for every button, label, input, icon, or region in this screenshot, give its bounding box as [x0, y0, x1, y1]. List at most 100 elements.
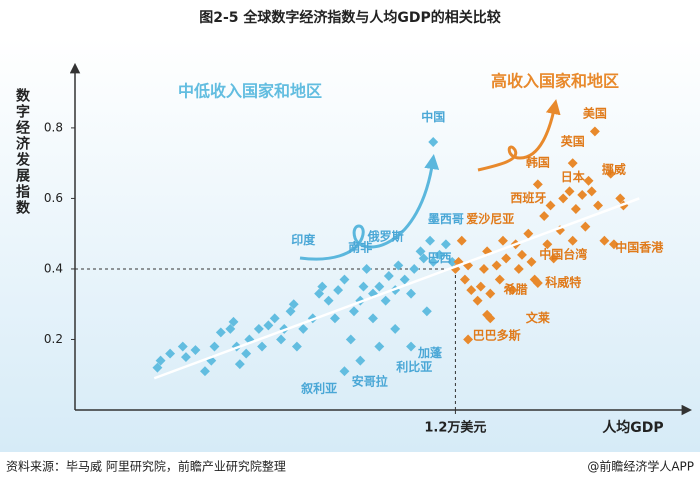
data-point	[482, 309, 493, 320]
point-label: 文莱	[526, 310, 550, 325]
data-point	[498, 235, 508, 246]
data-point	[567, 235, 578, 246]
x-tick-label: 1.2万美元	[424, 420, 486, 436]
data-point	[333, 285, 344, 296]
data-point	[228, 316, 239, 327]
data-point	[263, 320, 274, 331]
point-label: 利比亚	[396, 359, 432, 374]
data-point	[605, 168, 616, 179]
data-point	[526, 256, 537, 267]
data-point	[491, 260, 502, 271]
data-point	[523, 228, 534, 239]
data-point	[200, 366, 210, 377]
data-point	[456, 235, 467, 246]
data-point	[291, 341, 302, 352]
data-point	[406, 341, 416, 352]
data-point	[463, 334, 474, 345]
point-label: 安哥拉	[352, 373, 388, 388]
data-point	[234, 359, 245, 370]
data-point	[276, 334, 287, 345]
point-label: 科威特	[545, 275, 581, 290]
data-point	[440, 239, 451, 250]
data-point	[434, 249, 445, 260]
data-point	[517, 249, 527, 260]
data-point	[447, 256, 458, 267]
data-point	[181, 352, 191, 363]
data-point	[152, 362, 163, 373]
data-point	[415, 246, 426, 257]
point-label: 希腊	[503, 282, 528, 297]
data-point	[485, 288, 496, 299]
data-point	[323, 295, 334, 306]
x-axis-label: 人均GDP	[602, 419, 663, 436]
data-point	[532, 278, 543, 289]
data-point	[339, 274, 350, 285]
credit: @前瞻经济学人APP	[587, 459, 694, 474]
group-label: 中低收入国家和地区	[178, 82, 322, 101]
data-point	[339, 366, 350, 377]
data-point	[580, 221, 591, 232]
data-point	[390, 323, 401, 334]
point-label: 南非	[348, 239, 372, 254]
point-label: 日本	[561, 169, 585, 184]
data-point	[599, 235, 610, 246]
data-point	[345, 334, 356, 345]
data-point	[298, 323, 309, 334]
point-label: 爱沙尼亚	[466, 211, 514, 226]
data-point	[478, 263, 489, 274]
group-label: 高收入国家和地区	[491, 72, 619, 91]
data-point	[532, 179, 543, 190]
data-point	[428, 256, 439, 267]
point-label: 英国	[561, 134, 585, 149]
data-point	[577, 189, 588, 200]
data-point	[564, 186, 575, 197]
data-point	[155, 355, 166, 366]
data-point	[608, 239, 619, 250]
chart-title: 图2-5 全球数字经济指数与人均GDP的相关比较	[199, 9, 501, 26]
data-point	[425, 235, 436, 246]
point-label: 巴西	[428, 251, 452, 265]
data-point	[615, 193, 626, 204]
point-label: 墨西哥	[428, 212, 464, 226]
data-point	[558, 193, 569, 204]
point-label: 印度	[291, 232, 316, 247]
data-point	[586, 186, 597, 197]
data-point	[190, 345, 201, 356]
data-point	[459, 274, 470, 285]
point-label: 韩国	[526, 155, 550, 170]
data-point	[399, 274, 410, 285]
data-point	[165, 348, 176, 359]
data-point	[241, 348, 252, 359]
data-point	[542, 239, 553, 250]
point-label: 挪威	[602, 162, 626, 177]
data-point	[225, 323, 236, 334]
data-point	[501, 253, 512, 264]
data-point	[288, 299, 299, 310]
point-label: 俄罗斯	[367, 229, 404, 244]
data-point	[466, 285, 477, 296]
data-point	[269, 313, 280, 324]
y-tick-label: 0.8	[44, 120, 63, 134]
data-point	[409, 263, 420, 274]
data-point	[358, 281, 369, 292]
y-tick-label: 0.4	[44, 261, 63, 275]
data-point	[539, 211, 550, 222]
data-point	[472, 295, 483, 306]
source-note: 资料来源：毕马威 阿里研究院，前瞻产业研究院整理	[6, 459, 286, 474]
data-point	[406, 288, 416, 299]
plot-background	[0, 38, 700, 452]
data-point	[418, 253, 429, 264]
data-point	[374, 281, 385, 292]
point-label: 美国	[583, 105, 607, 120]
data-point	[567, 158, 578, 169]
data-point	[513, 263, 524, 274]
y-axis-label: 数字经济发展指数	[14, 87, 31, 216]
data-point	[349, 306, 359, 317]
data-point	[383, 271, 394, 281]
data-point	[355, 355, 366, 366]
data-point	[209, 341, 220, 352]
data-point	[494, 274, 505, 285]
data-point	[257, 341, 267, 352]
point-label: 加蓬	[417, 345, 443, 360]
